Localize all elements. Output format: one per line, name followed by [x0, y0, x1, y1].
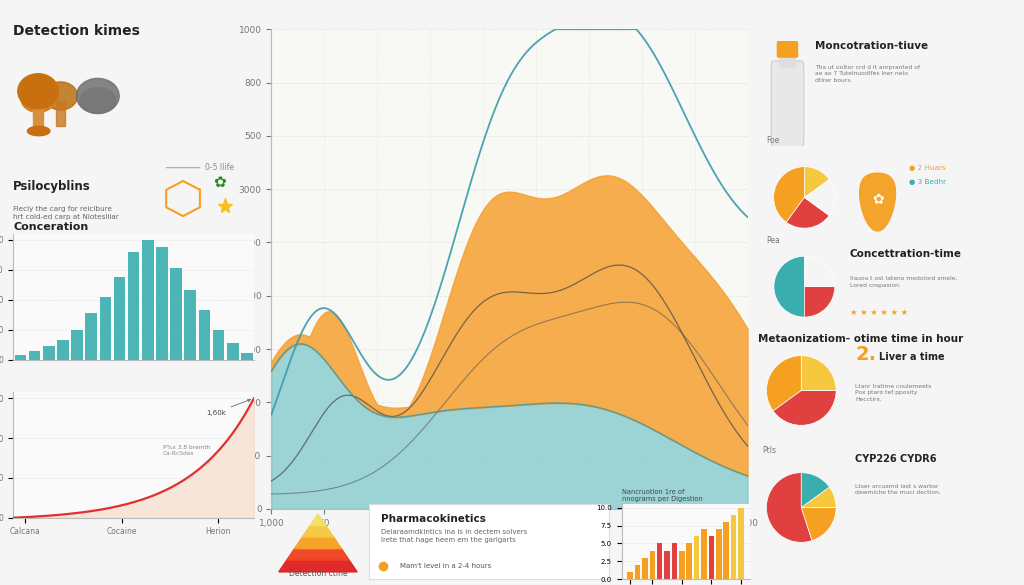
Bar — [99, 297, 112, 360]
Wedge shape — [767, 356, 801, 411]
Wedge shape — [801, 473, 829, 507]
Bar — [72, 330, 83, 360]
Bar — [709, 536, 714, 579]
Bar — [716, 529, 722, 579]
Text: llauoa t ost lateno medolord smele.
Lored cnspasion.: llauoa t ost lateno medolord smele. Lore… — [850, 276, 957, 288]
Text: Ptls: Ptls — [762, 446, 776, 455]
Text: Psilocyblins: Psilocyblins — [13, 180, 91, 193]
Wedge shape — [805, 180, 836, 215]
Bar — [642, 558, 648, 579]
Text: Detection ctine: Detection ctine — [289, 569, 347, 578]
Polygon shape — [302, 525, 334, 537]
Polygon shape — [860, 173, 895, 231]
Polygon shape — [279, 560, 357, 572]
Wedge shape — [801, 487, 836, 507]
Bar — [657, 543, 663, 579]
Bar — [227, 343, 239, 360]
Bar — [43, 346, 54, 360]
Bar — [199, 310, 210, 360]
Text: Ltanr lratime cnulemeets
Pox ptaro tef pposity
Hecctirs.: Ltanr lratime cnulemeets Pox ptaro tef p… — [855, 384, 931, 402]
Ellipse shape — [28, 126, 50, 136]
Polygon shape — [310, 514, 326, 525]
Polygon shape — [287, 549, 349, 560]
Bar — [55, 101, 65, 126]
Bar — [686, 543, 692, 579]
Bar — [779, 54, 796, 67]
Bar — [701, 529, 707, 579]
Bar — [128, 252, 139, 360]
Text: P%x 3.8 bremth
Ca-RcSdas: P%x 3.8 bremth Ca-RcSdas — [163, 445, 210, 456]
Text: Conceration: Conceration — [13, 222, 88, 232]
Text: Concettration-time: Concettration-time — [850, 249, 962, 259]
Ellipse shape — [80, 88, 116, 113]
Wedge shape — [774, 256, 805, 317]
Bar — [723, 522, 729, 579]
Text: Moncotration-tiuve: Moncotration-tiuve — [815, 40, 928, 50]
Wedge shape — [774, 167, 805, 222]
Text: Tha ut ooltor crd d lt anrpranted of
ae ao 7 Tutelnuodlfes Iner nelo
dtlrer bour: Tha ut ooltor crd d lt anrpranted of ae … — [815, 65, 921, 83]
Wedge shape — [805, 256, 835, 287]
Bar — [170, 269, 182, 360]
Bar — [156, 247, 168, 360]
Wedge shape — [805, 287, 835, 317]
Bar — [241, 353, 253, 360]
Text: Delaraamdkintics ina is in dectem solvers
Irete that hage heem em the garigarts: Delaraamdkintics ina is in dectem solver… — [381, 529, 527, 543]
Bar — [213, 330, 224, 360]
Ellipse shape — [77, 78, 119, 113]
Bar — [679, 550, 685, 579]
Polygon shape — [295, 537, 341, 549]
Bar — [57, 340, 69, 360]
Text: Pharmacokinetics: Pharmacokinetics — [381, 514, 485, 524]
Text: 0-5 llife: 0-5 llife — [206, 163, 234, 173]
Bar — [738, 508, 743, 579]
Text: CYP226 CYDR6: CYP226 CYDR6 — [855, 454, 937, 464]
Text: Pea: Pea — [766, 236, 779, 245]
Bar — [29, 352, 40, 360]
Bar — [635, 565, 640, 579]
Text: ★ ★ ★ ★ ★ ★: ★ ★ ★ ★ ★ ★ — [850, 308, 908, 316]
Wedge shape — [767, 473, 812, 542]
Wedge shape — [801, 356, 836, 391]
Bar — [628, 572, 633, 579]
Wedge shape — [773, 390, 836, 425]
Bar — [85, 313, 97, 360]
FancyBboxPatch shape — [776, 41, 799, 58]
Ellipse shape — [44, 82, 78, 110]
Bar — [665, 550, 670, 579]
Wedge shape — [805, 167, 829, 198]
Text: Liver a time: Liver a time — [879, 352, 944, 362]
Text: Foe: Foe — [766, 136, 779, 145]
Bar — [184, 290, 196, 360]
Bar — [694, 536, 699, 579]
Bar — [33, 98, 43, 131]
Bar — [649, 550, 655, 579]
Wedge shape — [786, 198, 829, 228]
Text: ✿: ✿ — [871, 192, 884, 206]
Text: Ltser arcuamd last s warbsr
dewmiche the muci dection.: Ltser arcuamd last s warbsr dewmiche the… — [855, 484, 941, 495]
Text: 2.: 2. — [855, 345, 877, 364]
Wedge shape — [801, 507, 836, 541]
Bar — [14, 355, 27, 360]
Ellipse shape — [17, 74, 58, 109]
Text: Nancruotion 1re of
nnograms per Digestion: Nancruotion 1re of nnograms per Digestio… — [622, 490, 702, 503]
Bar — [731, 515, 736, 579]
Text: Fiecly the carg for reiclbure
hrt cold-ed carp at Nioteslliar: Fiecly the carg for reiclbure hrt cold-e… — [13, 207, 119, 221]
Bar — [672, 543, 677, 579]
Text: ● 2 Huars: ● 2 Huars — [909, 164, 946, 171]
Text: ● 3 Bedhr: ● 3 Bedhr — [909, 179, 946, 185]
Bar — [142, 240, 154, 360]
Text: Metaonizatiom- otime time in hour: Metaonizatiom- otime time in hour — [758, 334, 963, 344]
Text: Mam't level in a 2-4 hours: Mam't level in a 2-4 hours — [400, 563, 492, 569]
Bar — [114, 277, 125, 360]
FancyBboxPatch shape — [771, 61, 804, 147]
Text: Detection kimes: Detection kimes — [13, 24, 140, 38]
Text: 1,60k: 1,60k — [206, 399, 251, 415]
Ellipse shape — [22, 87, 55, 112]
Text: ✿: ✿ — [213, 174, 225, 190]
